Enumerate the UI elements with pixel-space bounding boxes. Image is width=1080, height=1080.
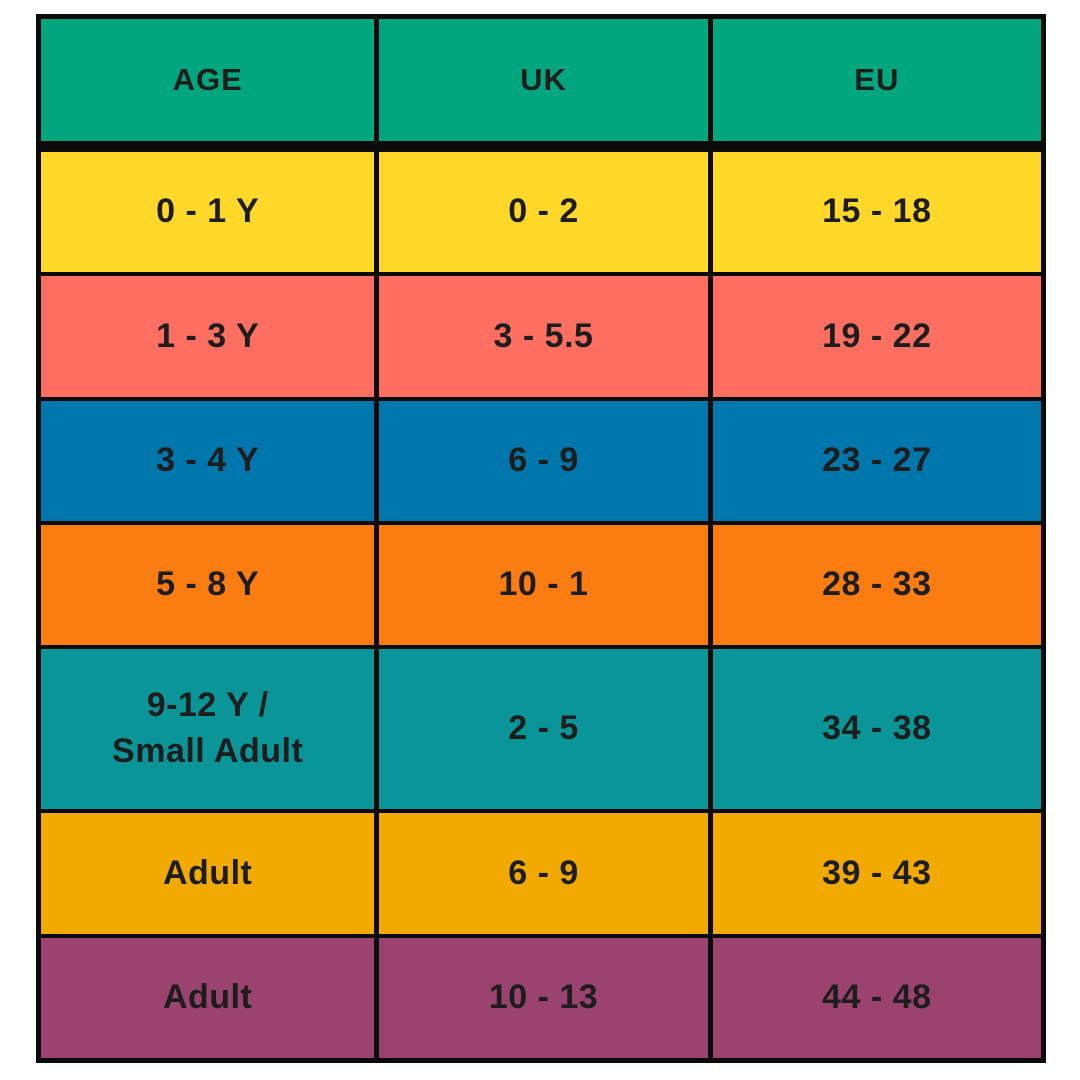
table-row: 3 - 4 Y 6 - 9 23 - 27 [41,396,1041,521]
uk-cell: 2 - 5 [374,649,707,810]
uk-cell: 10 - 13 [374,937,707,1058]
eu-cell: 28 - 33 [707,524,1041,646]
column-header-uk: UK [374,19,707,141]
table-row: 5 - 8 Y 10 - 1 28 - 33 [41,520,1041,646]
column-header-eu: EU [707,19,1041,141]
age-cell: 0 - 1 Y [156,192,260,231]
age-cell: Adult [162,853,253,892]
table-row: 0 - 1 Y 0 - 2 15 - 18 [41,152,1041,273]
age-cell: Adult [162,977,253,1016]
age-cell: 9-12 Y / Small Adult [112,686,304,771]
uk-cell: 10 - 1 [374,524,707,646]
size-conversion-table: AGE UK EU 0 - 1 Y 0 - 2 15 - 18 1 - 3 Y 3 - 5.… [36,14,1046,1063]
uk-cell: 0 - 2 [374,152,707,273]
column-header-age: AGE [172,62,243,98]
eu-cell: 23 - 27 [707,400,1041,521]
table-row: 1 - 3 Y 3 - 5.5 19 - 22 [41,272,1041,397]
uk-cell: 6 - 9 [374,400,707,521]
uk-cell: 3 - 5.5 [374,276,707,397]
eu-cell: 39 - 43 [707,813,1041,934]
table-row: Adult 6 - 9 39 - 43 [41,809,1041,934]
eu-cell: 15 - 18 [707,152,1041,273]
age-cell: 5 - 8 Y [156,565,260,604]
uk-cell: 6 - 9 [374,813,707,934]
table-row: 9-12 Y / Small Adult 2 - 5 34 - 38 [41,645,1041,810]
age-cell: 3 - 4 Y [156,440,260,479]
table-header-row: AGE UK EU [41,19,1041,152]
age-cell: 1 - 3 Y [156,316,260,355]
eu-cell: 34 - 38 [707,649,1041,810]
table-row: Adult 10 - 13 44 - 48 [41,933,1041,1058]
eu-cell: 44 - 48 [707,937,1041,1058]
eu-cell: 19 - 22 [707,276,1041,397]
